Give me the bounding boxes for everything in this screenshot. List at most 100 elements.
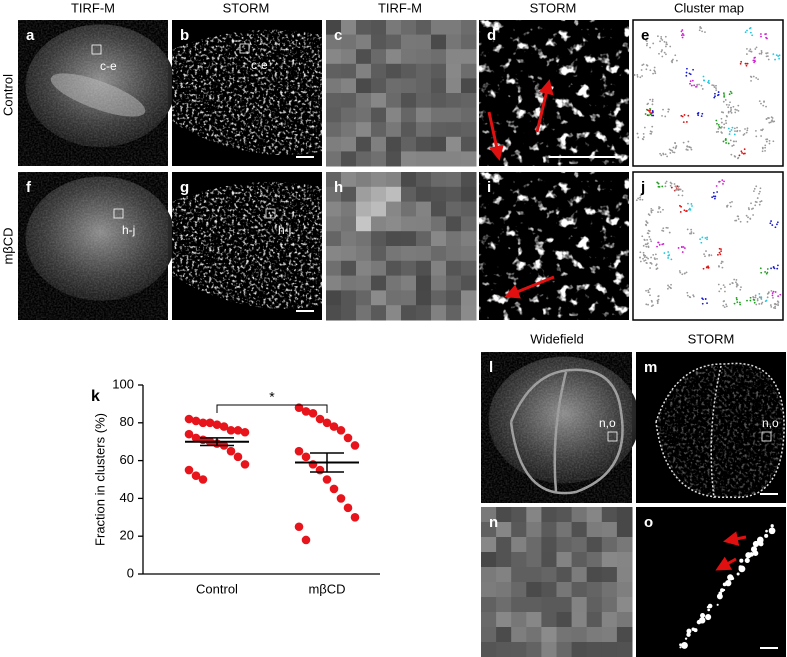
cluster-point (641, 75, 644, 77)
pixel (386, 231, 402, 247)
cluster-point (680, 114, 683, 117)
panel-letter: e (641, 27, 649, 44)
cluster-point (723, 95, 726, 98)
pixel (386, 63, 402, 79)
pixel (401, 305, 417, 321)
row-label: Control (0, 74, 15, 116)
cluster-point (716, 94, 719, 97)
cluster-point (720, 126, 723, 128)
cluster-point (645, 256, 648, 259)
cluster-point (682, 246, 685, 248)
localization (765, 529, 768, 533)
cluster-point (738, 301, 741, 304)
cluster-point (720, 121, 723, 124)
cluster-point (772, 296, 774, 299)
cluster-point (749, 31, 752, 34)
cluster-point (746, 299, 748, 302)
cluster-point (771, 294, 774, 297)
pixel (416, 49, 432, 65)
micrograph-panel: d (479, 20, 629, 166)
cluster-point (639, 251, 642, 254)
cluster-point (753, 59, 756, 62)
cluster-point (670, 186, 673, 189)
cluster-point (731, 126, 734, 129)
localization (736, 572, 740, 576)
cluster-point (759, 190, 761, 193)
panel-letter: a (26, 27, 35, 44)
pixel (371, 49, 387, 65)
cluster-point (770, 289, 773, 292)
cluster-point (761, 146, 764, 149)
pixel (356, 63, 372, 79)
pixel (431, 78, 447, 94)
column-header: TIRF-M (71, 0, 115, 15)
micrograph-panel: h (326, 172, 477, 321)
cluster-point (725, 303, 728, 306)
column-header: STORM (688, 331, 735, 346)
cluster-point (722, 284, 725, 286)
cluster-point (754, 129, 757, 132)
cluster-point (754, 296, 757, 299)
cluster-point (637, 136, 640, 139)
cluster-point (660, 50, 663, 53)
cluster-point (647, 245, 650, 248)
pixel (461, 216, 477, 232)
cluster-point (651, 125, 654, 128)
pixel (556, 612, 573, 628)
panel-letter: i (487, 179, 491, 196)
cluster-point (665, 53, 667, 56)
cluster-point (677, 185, 680, 188)
cluster-point (650, 256, 652, 259)
pixel (446, 93, 462, 109)
y-tick-label: 40 (120, 490, 134, 505)
pixel (326, 136, 342, 152)
cluster-point (707, 81, 709, 84)
data-dot (294, 446, 304, 456)
cluster-point (715, 87, 717, 89)
cluster-point (749, 48, 752, 51)
pixel (416, 186, 432, 203)
pixel (556, 627, 573, 643)
cluster-point (760, 102, 762, 105)
panel-background (636, 507, 786, 657)
cluster-point (734, 111, 737, 114)
cluster-point (654, 70, 656, 73)
cluster-point (639, 194, 642, 197)
cluster-point (646, 232, 649, 235)
cluster-point (635, 199, 638, 202)
pixel (371, 305, 387, 321)
pixel (431, 260, 447, 277)
panel-letter: o (644, 514, 653, 531)
pixel (571, 522, 588, 538)
pixel (616, 522, 633, 538)
cluster-point (654, 72, 657, 75)
cluster-point (752, 296, 755, 299)
cluster-point (680, 30, 683, 33)
cluster-point (755, 185, 758, 188)
column-header: TIRF-M (378, 0, 422, 15)
pixel (496, 522, 512, 538)
inset-box (761, 431, 772, 442)
cluster-point (724, 138, 727, 140)
pixel (481, 627, 497, 643)
cluster-point (701, 112, 704, 115)
pixel (511, 522, 527, 538)
cluster-point (645, 68, 648, 71)
cluster-point (669, 152, 672, 154)
cluster-point (760, 271, 763, 274)
cluster-point (766, 292, 769, 295)
cluster-point (723, 180, 725, 183)
pixel (326, 305, 342, 321)
cluster-point (667, 110, 670, 113)
cluster-point (739, 129, 741, 132)
pixel (371, 63, 387, 79)
localization (752, 540, 760, 548)
cluster-point (774, 226, 777, 229)
cluster-point (718, 265, 720, 268)
cluster-point (732, 105, 735, 108)
cluster-point (678, 270, 681, 272)
cluster-point (756, 297, 759, 300)
cluster-point (715, 84, 717, 87)
pixel (526, 567, 542, 583)
cluster-point (749, 75, 752, 78)
